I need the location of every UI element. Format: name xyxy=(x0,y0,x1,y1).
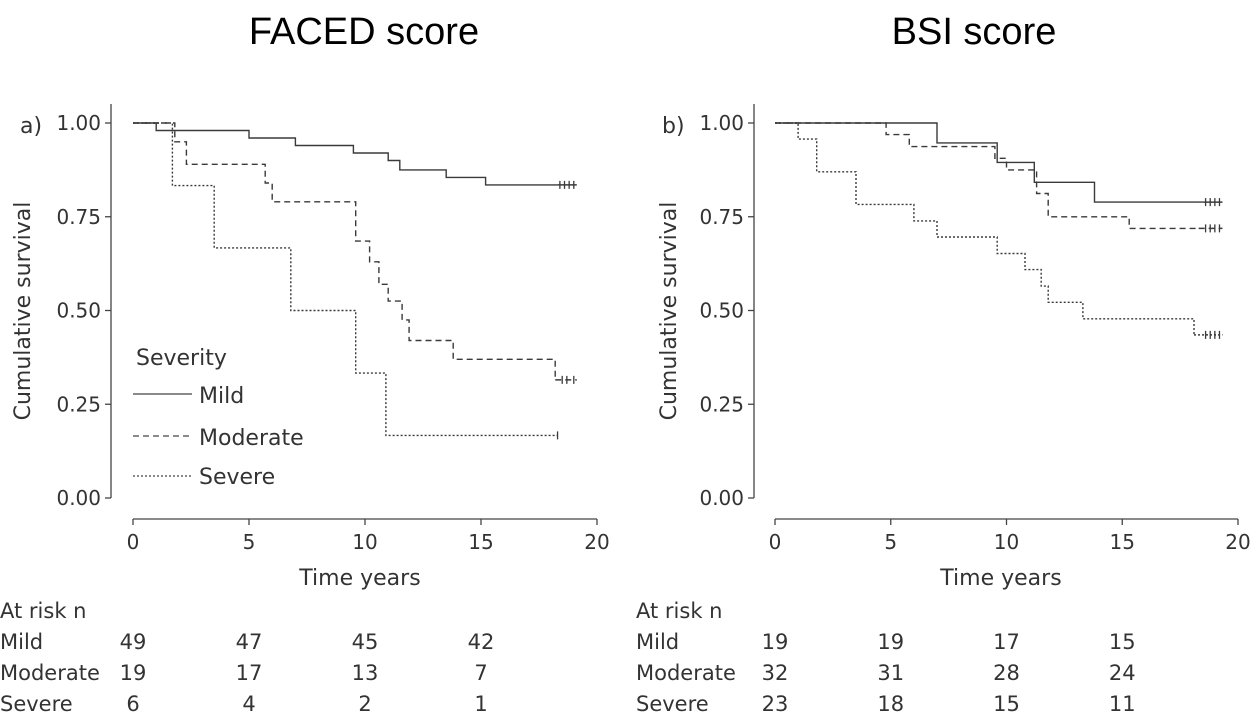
at-risk-value: 15 xyxy=(993,692,1020,716)
at-risk-value: 18 xyxy=(877,692,904,716)
legend-label-severe: Severe xyxy=(199,465,275,490)
survival-curve-mild xyxy=(133,122,558,186)
survival-curves xyxy=(775,122,1223,339)
at-risk-value: 4 xyxy=(242,692,255,716)
at-risk-value: 6 xyxy=(126,692,139,716)
survival-curve-mild xyxy=(775,122,1204,203)
at-risk-row-label: Moderate xyxy=(0,661,100,685)
legend-label-mild: Mild xyxy=(199,384,244,409)
x-tick-label: 15 xyxy=(1110,530,1135,554)
at-risk-value: 2 xyxy=(358,692,371,716)
x-axis-ticks: 0 5 10 15 20 xyxy=(769,519,1251,554)
x-tick-label: 20 xyxy=(584,530,609,554)
at-risk-value: 32 xyxy=(762,661,789,685)
x-tick-label: 10 xyxy=(352,530,377,554)
at-risk-title: At risk n xyxy=(0,599,86,623)
x-tick-label: 20 xyxy=(1225,530,1250,554)
survival-curves xyxy=(133,122,577,440)
survival-curve-severe xyxy=(133,122,558,437)
y-tick-label: 1.00 xyxy=(699,111,744,135)
y-axis-label: Cumulative survival xyxy=(11,202,36,421)
y-tick-label: 0.75 xyxy=(56,205,101,229)
at-risk-table: At risk n Mild Moderate Severe 49 47 45 421… xyxy=(0,599,494,716)
legend-title: Severity xyxy=(136,346,227,371)
at-risk-value: 1 xyxy=(474,692,487,716)
at-risk-title: At risk n xyxy=(636,599,722,623)
y-axis-label: Cumulative survival xyxy=(657,202,682,421)
panel-faced: FACED score a) Cumulative survival Time … xyxy=(0,11,610,716)
y-tick-label: 0.50 xyxy=(56,299,101,323)
x-tick-label: 5 xyxy=(884,530,897,554)
x-tick-label: 0 xyxy=(769,530,782,554)
x-tick-label: 5 xyxy=(243,530,256,554)
y-tick-label: 0.25 xyxy=(699,392,744,416)
y-tick-label: 0.00 xyxy=(56,486,101,510)
at-risk-value: 45 xyxy=(352,630,379,654)
at-risk-value: 19 xyxy=(120,661,147,685)
at-risk-value: 13 xyxy=(352,661,379,685)
x-axis-label: Time years xyxy=(298,566,420,591)
y-tick-label: 0.75 xyxy=(699,205,744,229)
at-risk-value: 19 xyxy=(762,630,789,654)
at-risk-values: 19 19 17 15 32 31 28 24 23 18 15 11 xyxy=(762,630,1136,716)
at-risk-table: At risk n Mild Moderate Severe 19 19 17 15 3… xyxy=(636,599,1136,716)
y-tick-label: 0.50 xyxy=(699,299,744,323)
at-risk-value: 24 xyxy=(1109,661,1136,685)
panel-label: a) xyxy=(20,114,42,139)
chart-title: BSI score xyxy=(892,11,1057,53)
y-tick-label: 1.00 xyxy=(56,111,101,135)
at-risk-value: 7 xyxy=(474,661,487,685)
at-risk-value: 47 xyxy=(236,630,263,654)
chart-title: FACED score xyxy=(249,11,479,53)
legend-label-moderate: Moderate xyxy=(199,426,304,451)
x-tick-label: 0 xyxy=(127,530,140,554)
y-axis-ticks: 0.00 0.25 0.50 0.75 1.00 xyxy=(699,111,754,510)
at-risk-value: 49 xyxy=(120,630,147,654)
at-risk-value: 15 xyxy=(1109,630,1136,654)
at-risk-value: 11 xyxy=(1109,692,1136,716)
y-axis-ticks: 0.00 0.25 0.50 0.75 1.00 xyxy=(56,111,111,510)
at-risk-value: 28 xyxy=(993,661,1020,685)
at-risk-value: 17 xyxy=(236,661,263,685)
survival-curve-moderate xyxy=(775,122,1199,230)
survival-curve-moderate xyxy=(133,122,556,380)
at-risk-row-label: Severe xyxy=(636,692,709,716)
panel-label: b) xyxy=(662,114,685,139)
x-axis-ticks: 0 5 10 15 20 xyxy=(127,519,610,554)
y-tick-label: 0.00 xyxy=(699,486,744,510)
x-tick-label: 15 xyxy=(468,530,493,554)
at-risk-value: 19 xyxy=(877,630,904,654)
at-risk-row-label: Moderate xyxy=(636,661,736,685)
at-risk-value: 17 xyxy=(993,630,1020,654)
at-risk-value: 23 xyxy=(762,692,789,716)
legend: Severity Mild Moderate Severe xyxy=(133,346,304,490)
x-axis-label: Time years xyxy=(939,566,1061,591)
at-risk-value: 31 xyxy=(877,661,904,685)
y-tick-label: 0.25 xyxy=(56,392,101,416)
panel-bsi: BSI score b) Cumulative survival Time ye… xyxy=(636,11,1251,716)
survival-curve-severe xyxy=(775,122,1195,335)
at-risk-row-label: Severe xyxy=(0,692,73,716)
at-risk-row-label: Mild xyxy=(0,630,43,654)
at-risk-value: 42 xyxy=(468,630,495,654)
x-tick-label: 10 xyxy=(994,530,1019,554)
at-risk-row-label: Mild xyxy=(636,630,679,654)
